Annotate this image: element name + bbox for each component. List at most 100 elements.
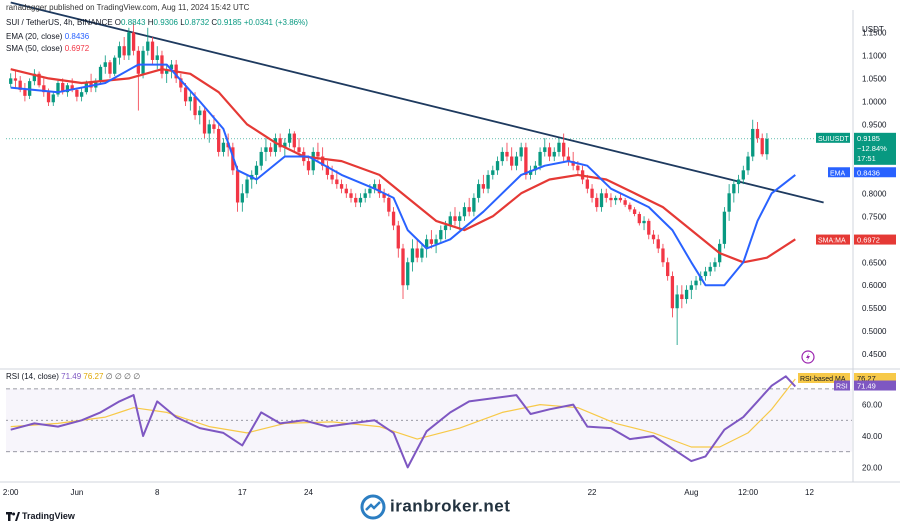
lightning-icon-bolt [806, 353, 810, 361]
candle-body [278, 138, 282, 148]
candle-body [188, 96, 192, 102]
price-tick-label: 1.0000 [862, 97, 887, 106]
lightning-icon[interactable] [801, 350, 815, 364]
close-value: 0.9185 [217, 18, 242, 27]
candle-body [680, 294, 684, 300]
rsi-tick-label: 40.00 [862, 432, 883, 441]
price-tick-label: 0.5000 [862, 327, 887, 336]
candle-body [316, 151, 320, 157]
sma-value-label: 0.6972 [857, 236, 880, 245]
ema-20-line [10, 63, 796, 287]
tradingview-logo[interactable]: TradingView [6, 511, 75, 521]
high-label: H [147, 18, 154, 27]
rsi-tick-label: 20.00 [862, 463, 883, 472]
candle-body [576, 165, 580, 171]
currency-label: USDT [862, 25, 884, 34]
price-tick-label: 1.0500 [862, 74, 887, 83]
candle-body [75, 89, 79, 97]
suiusdt-value-box [854, 132, 896, 165]
candle-body [240, 193, 244, 203]
candle-body [732, 184, 736, 194]
time-tick-label: 24 [304, 488, 313, 497]
candle-body [637, 213, 641, 224]
candle-body [141, 50, 145, 74]
candle-body [647, 220, 651, 235]
candle-body [335, 179, 339, 185]
candle-body [651, 234, 656, 240]
candle-body [689, 285, 693, 290]
time-tick-label: 12:00 [738, 488, 759, 497]
candle-body [429, 239, 434, 244]
candle-body [765, 138, 769, 155]
candle-body [632, 209, 637, 214]
candle-body [420, 248, 424, 258]
sma-name-label: SMA:MA [818, 238, 846, 245]
ema-legend: EMA (20, close) 0.8436 [6, 32, 89, 42]
iranbroker-watermark: iranbroker.net [360, 494, 510, 520]
candle-body [9, 78, 13, 84]
candle-body [661, 248, 665, 263]
candle-body [221, 142, 226, 152]
candle-body [684, 289, 689, 300]
candle-body [344, 188, 348, 194]
candle-body [528, 170, 533, 175]
rsi-ma-value-label: 76.27 [857, 374, 876, 383]
candle-body [656, 239, 660, 249]
candle-body [722, 211, 727, 244]
candle-body [287, 133, 292, 143]
open-value: 0.8843 [121, 18, 146, 27]
candle-body [254, 165, 259, 175]
symbol-title[interactable]: SUI / TetherUS, 4h, BINANCE [6, 18, 113, 27]
price-tick-label: 0.4500 [862, 350, 887, 359]
candle-body [297, 147, 301, 152]
candle-body [590, 188, 594, 198]
candle-body [500, 151, 504, 162]
candle-body [51, 94, 55, 103]
candle-body [113, 57, 117, 74]
candle-body [321, 156, 325, 166]
candle-body [472, 197, 476, 212]
candle-body [37, 73, 41, 86]
candle-body [713, 262, 717, 267]
suiusdt-name-label: SUIUSDT [818, 136, 849, 143]
suiusdt-name-box [816, 132, 850, 143]
price-tick-label: 1.1000 [862, 51, 887, 60]
candle-body [694, 280, 698, 286]
symbol-legend: SUI / TetherUS, 4h, BINANCE O0.8843 H0.9… [6, 18, 308, 28]
candle-body [401, 248, 405, 286]
suiusdt-value-label: 0.9185 [857, 134, 880, 143]
ema-name-box [828, 167, 850, 178]
candle-body [32, 73, 37, 82]
candle-body [65, 85, 70, 93]
candle-body [510, 156, 514, 166]
rsi-label[interactable]: RSI (14, close) [6, 372, 59, 381]
candle-body [349, 193, 353, 198]
ema-label[interactable]: EMA (20, close) [6, 32, 63, 41]
ema-value: 0.8436 [64, 32, 90, 41]
candle-body [155, 55, 159, 60]
candle-body [198, 110, 202, 116]
candle-body [358, 197, 363, 203]
rsi-name-label: RSI [836, 384, 848, 391]
candle-body [708, 266, 712, 272]
candle-body [486, 174, 490, 189]
candle-body [23, 89, 27, 96]
price-tick-label: 0.6500 [862, 258, 887, 267]
sma-label[interactable]: SMA (50, close) [6, 44, 63, 53]
candle-body [599, 193, 604, 208]
candle-body [614, 197, 618, 201]
candle-body [495, 161, 500, 171]
time-tick-label: 12 [805, 488, 814, 497]
candle-body [330, 174, 334, 180]
time-tick-label: Aug [684, 488, 698, 497]
candle-body [585, 179, 589, 189]
rsi-name-box [834, 380, 850, 391]
candle-body [117, 46, 122, 58]
candle-body [410, 248, 415, 263]
candle-body [760, 138, 764, 155]
candles-group [9, 23, 769, 346]
candle-body [727, 193, 731, 212]
candle-body [396, 225, 400, 249]
rsi-ma-name-label: RSI-based MA [800, 376, 846, 383]
